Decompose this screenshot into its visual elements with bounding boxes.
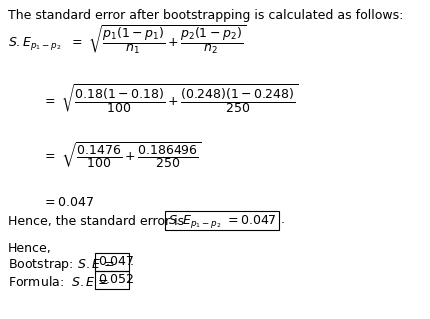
- Text: .: .: [280, 212, 284, 226]
- Text: Hence, the standard error is: Hence, the standard error is: [8, 214, 184, 227]
- Text: Formula:  $S.E$ =: Formula: $S.E$ =: [8, 275, 109, 289]
- Text: Bootstrap: $S.E$ =: Bootstrap: $S.E$ =: [8, 257, 114, 273]
- Text: 0.052: 0.052: [98, 273, 134, 286]
- Text: $=\ \sqrt{\dfrac{0.1476}{100}+\dfrac{0.186496}{250}}$: $=\ \sqrt{\dfrac{0.1476}{100}+\dfrac{0.1…: [41, 140, 201, 170]
- Text: $S.E_{p_1-p_2}\ =0.047$: $S.E_{p_1-p_2}\ =0.047$: [168, 212, 276, 230]
- Text: Hence,: Hence,: [8, 242, 52, 255]
- Text: $= 0.047$: $= 0.047$: [41, 196, 93, 209]
- Text: The standard error after bootstrapping is calculated as follows:: The standard error after bootstrapping i…: [8, 9, 402, 22]
- Text: .: .: [129, 273, 133, 286]
- Text: .: .: [129, 255, 133, 268]
- Text: $=\ \sqrt{\dfrac{0.18(1-0.18)}{100}+\dfrac{(0.248)(1-0.248)}{250}}$: $=\ \sqrt{\dfrac{0.18(1-0.18)}{100}+\dfr…: [41, 83, 298, 115]
- Text: 0.047: 0.047: [98, 255, 134, 268]
- Text: $S.E_{p_1-p_2}\ \ =\ \sqrt{\dfrac{p_1(1-p_1)}{n_1}+\dfrac{p_2(1-p_2)}{n_2}}$: $S.E_{p_1-p_2}\ \ =\ \sqrt{\dfrac{p_1(1-…: [8, 23, 246, 56]
